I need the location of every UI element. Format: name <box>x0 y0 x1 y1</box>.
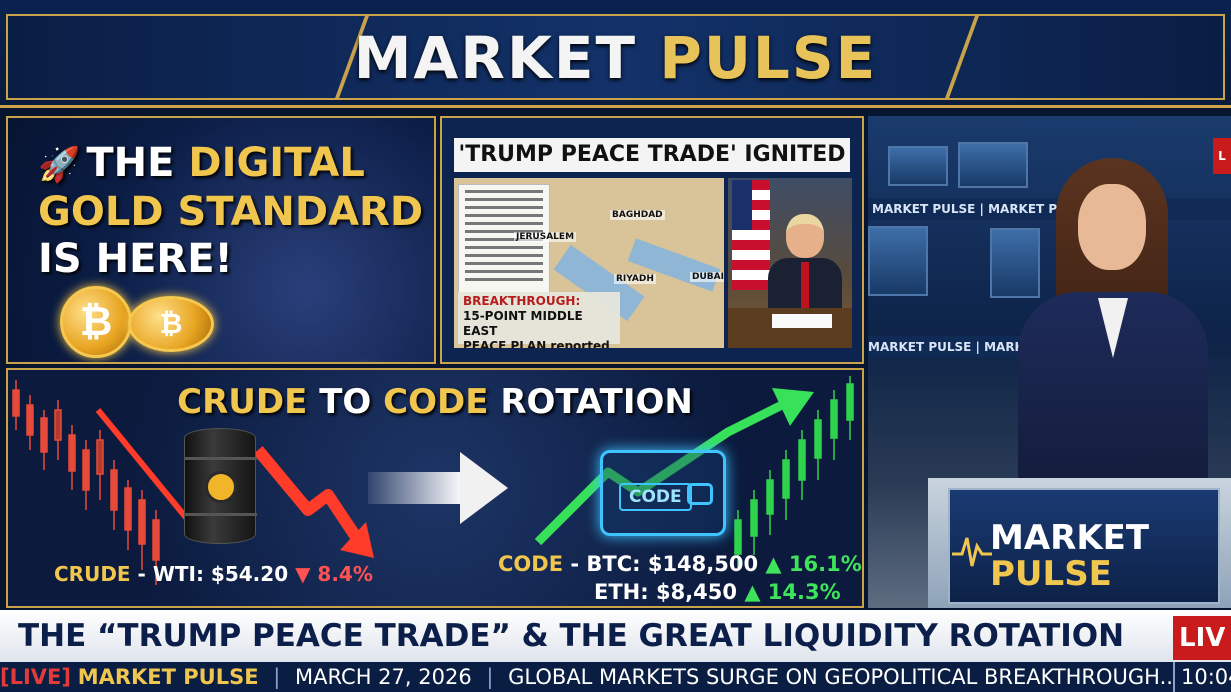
logo-text: PULSE <box>990 554 1112 594</box>
middle-east-map: JERUSALEM BAGHDAD RIYADH DUBAI BREAKTHRO… <box>454 178 724 348</box>
oil-drop-icon <box>205 471 237 503</box>
digital-gold-panel: 🚀 THE DIGITAL GOLD STANDARD IS HERE! ₿ ₿ <box>6 116 436 364</box>
title-word: CODE <box>383 382 489 422</box>
ticker-brand: MARKET PULSE <box>77 665 259 689</box>
ticker-story: GLOBAL MARKETS SURGE ON GEOPOLITICAL BRE… <box>508 665 1180 689</box>
header-banner: MARKET PULSE <box>0 0 1231 108</box>
headline-word: THE <box>86 140 175 186</box>
crude-price-readout: CRUDE - WTI: $54.20 ▼ 8.4% <box>54 562 373 586</box>
studio-anchor-view: MARKET PULSE | MARKET PULSE MARKET PULSE… <box>868 116 1231 608</box>
digital-gold-headline: 🚀 THE DIGITAL GOLD STANDARD IS HERE! <box>38 140 423 283</box>
wti-change: ▼ 8.4% <box>295 562 373 586</box>
rotation-title: CRUDE TO CODE ROTATION <box>8 382 862 422</box>
market-pulse-logo: MARKET PULSE <box>952 518 1150 594</box>
crude-label: CRUDE <box>54 562 131 586</box>
document <box>772 314 832 328</box>
oil-barrel-icon <box>184 428 257 544</box>
studio-live-tag: L <box>1213 138 1231 174</box>
breakthrough-caption: BREAKTHROUGH: 15-POINT MIDDLE EAST PEACE… <box>458 292 620 348</box>
map-city-label: JERUSALEM <box>514 232 577 242</box>
headline-text: THE “TRUMP PEACE TRADE” & THE GREAT LIQU… <box>18 618 1125 654</box>
headline-word: DIGITAL <box>188 140 365 186</box>
breakthrough-label: BREAKTHROUGH: <box>463 294 581 308</box>
header-frame <box>6 14 1225 100</box>
rising-candles-chart <box>734 376 854 570</box>
crude-to-code-panel: CRUDE TO CODE ROTATION CODE CRUDE - WTI:… <box>6 368 864 608</box>
falling-candles-chart <box>12 380 191 585</box>
pulse-icon <box>952 537 992 567</box>
studio-monitor <box>990 228 1040 298</box>
code-label: CODE <box>498 552 564 576</box>
show-title-pulse: PULSE <box>659 24 878 92</box>
title-word: ROTATION <box>500 382 693 422</box>
wallet-icon: CODE <box>600 450 726 536</box>
down-arrow-icon <box>253 446 374 558</box>
btc-change: ▲ 16.1% <box>765 552 862 576</box>
oval-office-photo <box>728 178 852 348</box>
show-title: MARKET PULSE <box>0 24 1231 92</box>
ticker-live-tag: [LIVE] <box>0 665 71 689</box>
wti-price: - WTI: $54.20 <box>130 562 296 586</box>
map-city-label: RIYADH <box>614 274 656 284</box>
wallet-label: CODE <box>619 483 692 511</box>
eth-price: ETH: $8,450 <box>594 580 745 604</box>
news-anchor <box>1018 158 1208 478</box>
us-flag-icon <box>732 180 770 290</box>
news-title: 'TRUMP PEACE TRADE' IGNITED <box>454 138 850 172</box>
news-clipping <box>458 184 550 300</box>
up-arrow-icon <box>534 388 814 546</box>
ticker-time: 10:04 <box>1173 662 1231 692</box>
wallet-clasp <box>687 483 713 505</box>
arrow-right-icon <box>368 452 508 524</box>
map-city-label: BAGHDAD <box>610 210 665 220</box>
bitcoin-coin-icon: ₿ <box>60 286 132 358</box>
live-badge: LIV <box>1173 616 1231 660</box>
peace-trade-news-panel: 'TRUMP PEACE TRADE' IGNITED JERUSALEM BA… <box>440 116 864 364</box>
bitcoin-coin-icon: ₿ <box>128 296 214 352</box>
eth-change: ▲ 14.3% <box>744 580 841 604</box>
show-title-market: MARKET <box>353 24 638 92</box>
crypto-price-readout: CODE - BTC: $148,500 ▲ 16.1% ETH: $8,450… <box>498 550 862 606</box>
logo-text: MARKET <box>990 518 1150 558</box>
news-ticker: [LIVE] MARKET PULSE | MARCH 27, 2026 | G… <box>0 662 1231 692</box>
studio-monitor <box>888 146 948 186</box>
btc-price: - BTC: $148,500 <box>563 552 766 576</box>
map-city-label: DUBAI <box>690 272 724 282</box>
breakthrough-text: 15-POINT MIDDLE EAST <box>463 309 583 338</box>
title-word: TO <box>319 382 372 422</box>
rocket-icon: 🚀 <box>38 145 81 185</box>
studio-ticker-band: MARKET PULSE | MARKET PU <box>868 336 1048 358</box>
breakthrough-text: PEACE PLAN reported <box>463 339 610 348</box>
studio-monitor <box>958 142 1028 188</box>
title-word: CRUDE <box>177 382 308 422</box>
headline-line: IS HERE! <box>38 236 233 282</box>
lower-third-headline: THE “TRUMP PEACE TRADE” & THE GREAT LIQU… <box>0 610 1231 662</box>
studio-monitor <box>868 226 928 296</box>
headline-line: GOLD STANDARD <box>38 189 424 235</box>
ticker-date: MARCH 27, 2026 <box>295 665 472 689</box>
desk-logo-screen: MARKET PULSE <box>948 488 1220 604</box>
